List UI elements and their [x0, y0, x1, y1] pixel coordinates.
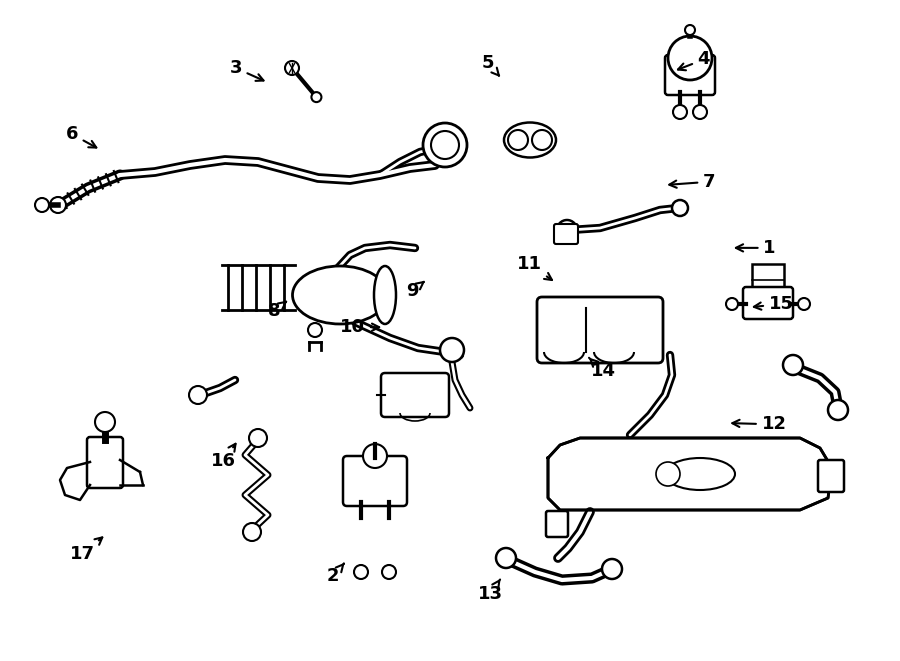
Text: 4: 4: [678, 50, 710, 70]
FancyBboxPatch shape: [87, 437, 123, 488]
Text: 9: 9: [406, 282, 424, 300]
Text: 10: 10: [340, 318, 379, 336]
Text: 8: 8: [268, 301, 286, 320]
Text: 13: 13: [478, 580, 503, 603]
Circle shape: [656, 462, 680, 486]
Text: 6: 6: [66, 125, 96, 147]
FancyBboxPatch shape: [818, 460, 844, 492]
Circle shape: [308, 323, 322, 337]
Text: 5: 5: [482, 54, 500, 76]
Circle shape: [496, 548, 516, 568]
FancyBboxPatch shape: [554, 224, 578, 244]
Circle shape: [673, 105, 687, 119]
Circle shape: [672, 200, 688, 216]
FancyBboxPatch shape: [381, 373, 449, 417]
Text: 1: 1: [736, 239, 776, 257]
Circle shape: [354, 565, 368, 579]
FancyBboxPatch shape: [665, 55, 715, 95]
Text: 17: 17: [70, 537, 103, 563]
FancyBboxPatch shape: [743, 287, 793, 319]
Circle shape: [798, 298, 810, 310]
Circle shape: [693, 105, 707, 119]
Circle shape: [726, 298, 738, 310]
Circle shape: [532, 130, 552, 150]
Circle shape: [50, 197, 66, 213]
FancyBboxPatch shape: [343, 456, 407, 506]
Text: 3: 3: [230, 59, 264, 81]
Ellipse shape: [292, 266, 388, 324]
Text: 11: 11: [517, 255, 552, 280]
Polygon shape: [548, 438, 832, 510]
Circle shape: [243, 523, 261, 541]
Circle shape: [285, 61, 299, 75]
Text: 2: 2: [327, 564, 344, 586]
Circle shape: [828, 400, 848, 420]
Text: 14: 14: [589, 358, 616, 381]
FancyBboxPatch shape: [546, 511, 568, 537]
Text: 12: 12: [733, 415, 787, 434]
Circle shape: [382, 565, 396, 579]
Circle shape: [311, 92, 321, 102]
Circle shape: [35, 198, 49, 212]
Circle shape: [557, 220, 577, 240]
Circle shape: [508, 130, 528, 150]
Text: 15: 15: [754, 295, 794, 313]
Circle shape: [685, 25, 695, 35]
Circle shape: [440, 338, 464, 362]
Bar: [752, 264, 784, 292]
Ellipse shape: [374, 266, 396, 324]
Circle shape: [363, 444, 387, 468]
Circle shape: [95, 412, 115, 432]
Circle shape: [189, 386, 207, 404]
Circle shape: [602, 559, 622, 579]
Circle shape: [423, 123, 467, 167]
Circle shape: [783, 355, 803, 375]
Text: 16: 16: [211, 444, 236, 471]
Text: 7: 7: [670, 173, 716, 191]
Ellipse shape: [504, 122, 556, 157]
Circle shape: [431, 131, 459, 159]
Circle shape: [249, 429, 267, 447]
Ellipse shape: [665, 458, 735, 490]
Circle shape: [668, 36, 712, 80]
FancyBboxPatch shape: [537, 297, 663, 363]
